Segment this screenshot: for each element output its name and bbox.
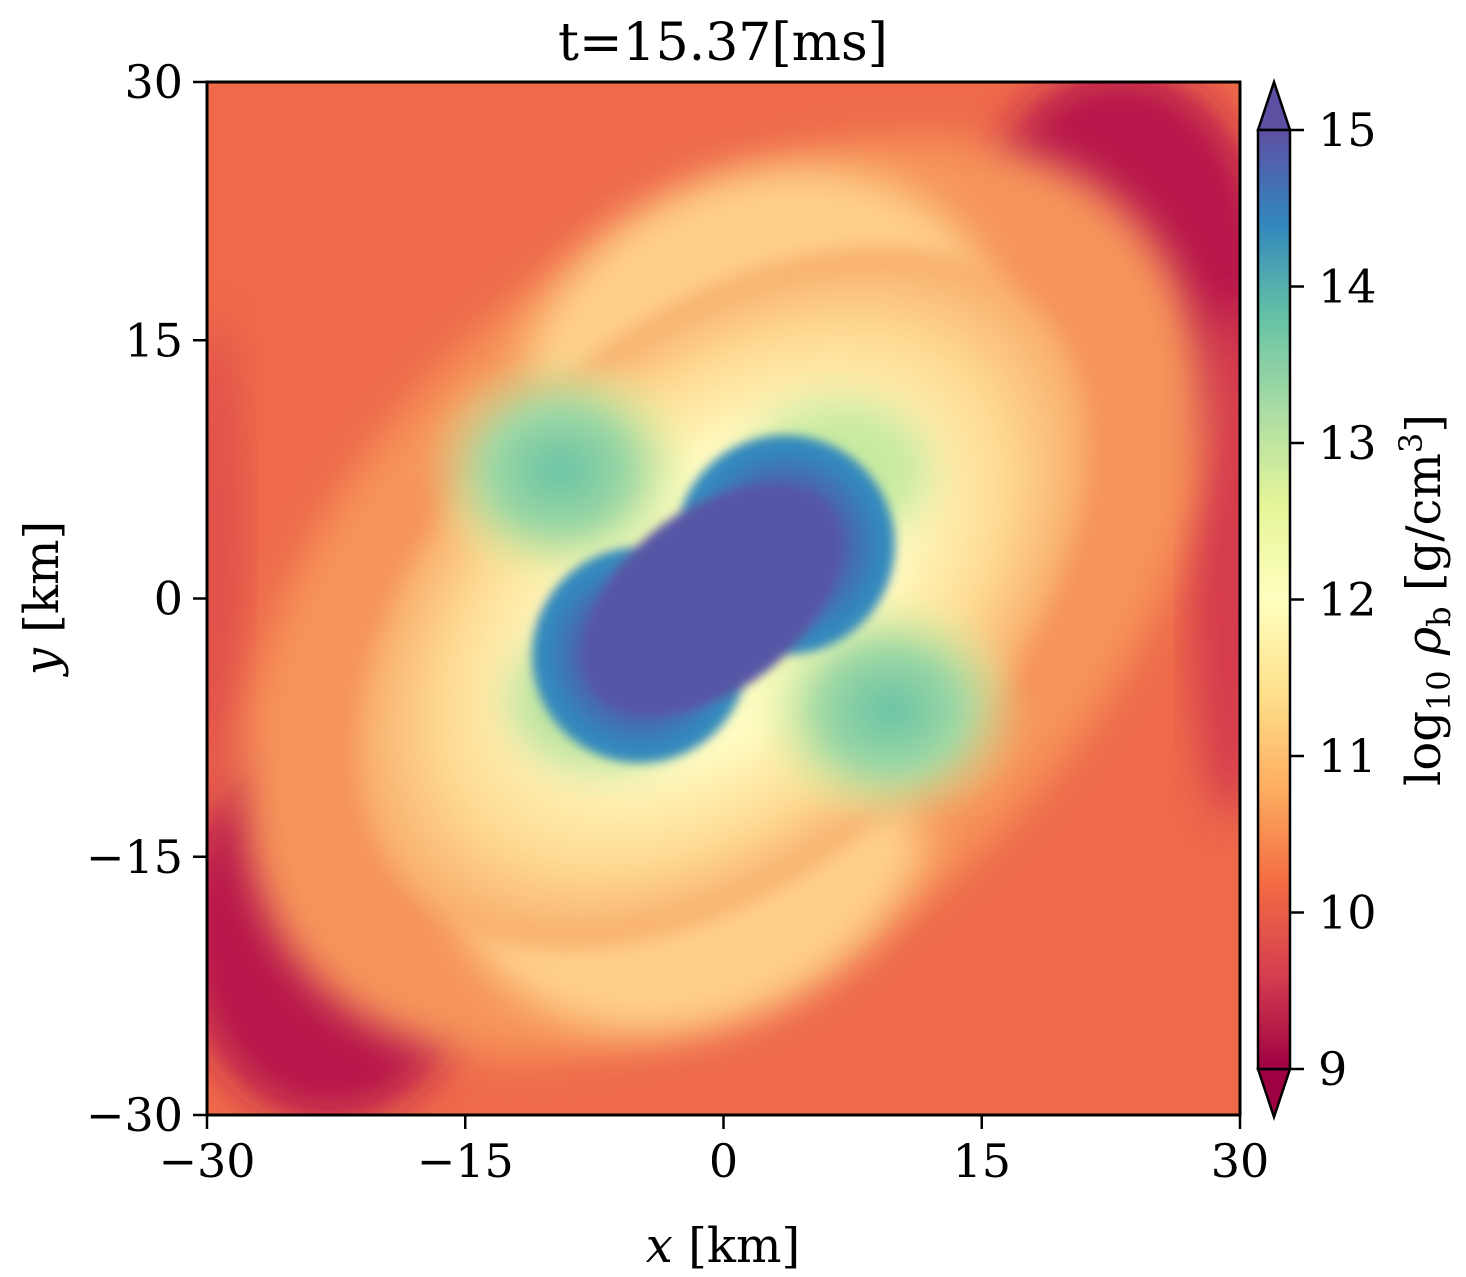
colorbar-gradient [1256,128,1292,1071]
x-axis: −30 −15 0 15 30 [158,1115,1269,1188]
x-tick-label: 0 [709,1134,738,1188]
colorbar-extend-top [1256,78,1292,132]
colorbar-tick-label: 10 [1318,886,1377,940]
x-tick-label: −30 [158,1134,255,1188]
colorbar-tick-label: 15 [1318,103,1377,157]
y-tick-label: −15 [86,830,183,884]
y-tick-label: 15 [124,313,183,367]
y-tick-label: −30 [86,1088,183,1142]
chart-title: t=15.37[ms] [558,13,888,73]
colorbar-label: log10 ρb [g/cm3] [1392,414,1458,786]
x-tick-label: −15 [417,1134,514,1188]
y-tick-label: 30 [124,55,183,109]
y-axis: −30 −15 0 15 30 [86,55,207,1142]
colorbar-tick-label: 13 [1318,416,1377,470]
colorbar-extend-bottom [1256,1067,1292,1121]
colorbar-tick-label: 14 [1318,260,1377,314]
colorbar: 9 10 11 12 13 14 15 log10 ρb [g/cm3] [1256,78,1458,1121]
x-axis-label: x [km] [646,1218,800,1274]
x-tick-label: 30 [1211,1134,1270,1188]
colorbar-tick-label: 9 [1318,1042,1347,1096]
density-field [207,82,1240,1115]
y-tick-label: 0 [154,572,183,626]
x-tick-label: 15 [952,1134,1011,1188]
colorbar-tick-label: 11 [1318,729,1377,783]
colorbar-tick-label: 12 [1318,573,1377,627]
y-axis-label: y [km] [14,521,70,677]
colorbar-ticks: 9 10 11 12 13 14 15 [1290,103,1377,1096]
